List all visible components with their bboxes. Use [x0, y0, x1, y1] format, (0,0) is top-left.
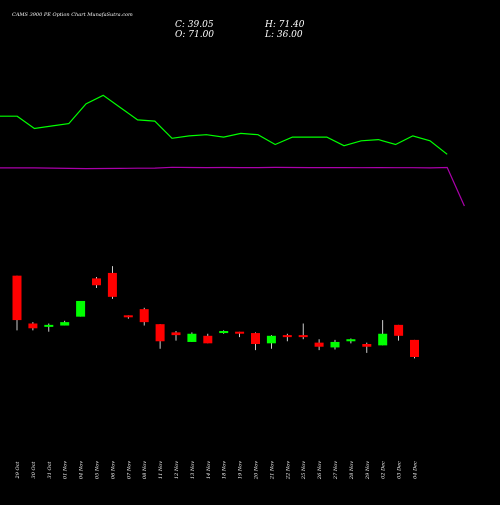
x-tick-label: 29 Oct — [15, 461, 21, 480]
candle-22-nov — [282, 333, 292, 342]
candle-body — [314, 342, 324, 347]
indicator-line-2 — [0, 166, 465, 207]
candle-body — [12, 275, 22, 321]
candle-04-dec — [410, 339, 419, 359]
candle-27-nov — [330, 339, 340, 350]
candle-body — [107, 272, 117, 297]
candle-01-nov — [60, 320, 70, 326]
candle-body — [235, 331, 245, 334]
candle-25-nov — [298, 323, 308, 340]
x-tick-label: 02 Dec — [381, 461, 387, 479]
x-axis-ticks: 29 Oct 30 Oct 31 Oct 01 Nov 04 Nov 05 Nov 06 N… — [15, 461, 419, 480]
x-tick-label: 18 Nov — [222, 461, 228, 479]
candle-body — [219, 331, 229, 334]
x-tick-label: 20 Nov — [254, 461, 260, 480]
candle-21-nov — [266, 335, 276, 349]
candle-body — [76, 300, 86, 317]
x-tick-label: 19 Nov — [238, 461, 244, 479]
candle-body — [362, 344, 372, 347]
x-tick-label: 14 Nov — [206, 461, 212, 479]
candle-14-nov — [203, 333, 213, 344]
indicator-lines — [0, 94, 465, 207]
x-tick-label: 30 Oct — [31, 461, 37, 479]
candle-04-nov — [76, 300, 86, 317]
candle-body — [266, 335, 276, 344]
candle-body — [155, 324, 165, 342]
close-value: C: 39.05 — [175, 20, 214, 30]
low-value: L: 36.00 — [264, 30, 303, 40]
x-tick-label: 26 Nov — [317, 461, 323, 480]
candle-body — [410, 339, 419, 357]
candle-12-nov — [171, 331, 181, 341]
candle-18-nov — [219, 330, 229, 334]
x-tick-label: 04 Nov — [79, 461, 85, 479]
open-value: O: 71.00 — [175, 30, 214, 40]
candle-13-nov — [187, 332, 197, 342]
candle-28-nov — [346, 338, 356, 344]
candle-body — [139, 309, 149, 323]
candle-body — [251, 333, 260, 344]
x-tick-label: 12 Nov — [174, 461, 180, 479]
candle-body — [60, 322, 70, 326]
candle-body — [187, 333, 197, 342]
candle-body — [298, 335, 308, 338]
x-tick-label: 25 Nov — [301, 461, 307, 480]
x-tick-label: 22 Nov — [285, 461, 291, 480]
candle-31-oct — [44, 323, 54, 332]
candle-body — [123, 315, 133, 318]
candle-body — [330, 341, 340, 348]
x-tick-label: 08 Nov — [142, 461, 148, 479]
candle-body — [44, 324, 54, 327]
x-tick-label: 03 Dec — [397, 461, 403, 479]
candle-30-oct — [28, 322, 38, 331]
x-tick-label: 28 Nov — [349, 461, 355, 480]
chart-title: CAMS 3900 PE Option Chart MunafaSutra.co… — [12, 12, 133, 18]
x-tick-label: 04 Dec — [413, 461, 419, 479]
candle-06-nov — [107, 266, 117, 299]
candle-26-nov — [314, 339, 324, 351]
candle-body — [203, 335, 213, 344]
x-tick-label: 07 Nov — [126, 461, 132, 479]
candle-20-nov — [251, 332, 260, 351]
candle-29-nov — [362, 342, 372, 353]
candle-body — [171, 332, 181, 336]
x-tick-label: 05 Nov — [95, 461, 101, 479]
candle-body — [28, 323, 38, 329]
x-tick-label: 21 Nov — [269, 461, 275, 480]
candle-29-oct — [12, 275, 22, 331]
x-tick-label: 13 Nov — [190, 461, 196, 479]
candle-07-nov — [123, 315, 133, 319]
candle-body — [92, 278, 101, 286]
high-value: H: 71.40 — [264, 20, 305, 30]
x-tick-label: 31 Oct — [47, 461, 53, 479]
x-tick-label: 11 Nov — [158, 461, 164, 479]
candle-19-nov — [235, 331, 245, 338]
candle-body — [394, 324, 404, 336]
x-tick-label: 27 Nov — [333, 461, 339, 480]
indicator-line-1 — [0, 94, 448, 155]
candle-03-dec — [394, 324, 404, 341]
candles — [12, 266, 419, 359]
x-tick-label: 06 Nov — [110, 461, 116, 479]
candle-body — [282, 335, 292, 338]
candle-body — [346, 339, 356, 342]
candle-08-nov — [139, 307, 149, 326]
candle-11-nov — [155, 324, 165, 349]
candle-05-nov — [92, 277, 101, 288]
candle-02-dec — [378, 320, 388, 346]
x-tick-label: 01 Nov — [63, 461, 69, 479]
candle-body — [378, 333, 388, 346]
x-tick-label: 29 Nov — [365, 461, 371, 480]
